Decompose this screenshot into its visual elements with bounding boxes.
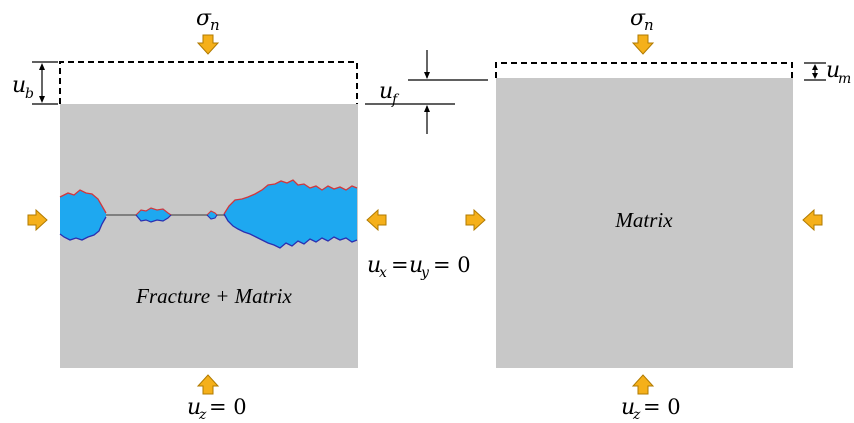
- fracture-blob-left: [60, 190, 106, 240]
- uf-bottom-arrowhead: [424, 105, 430, 112]
- lateral-bc-rhs: = 0: [433, 253, 471, 277]
- left-ub-arrowhead-up: [39, 63, 45, 70]
- right-block-right-arrow-icon: [802, 209, 823, 231]
- left-sigma-subscript: n: [210, 16, 220, 34]
- fracture-blob-middle: [136, 208, 171, 222]
- middle-annotations: u f u x = u y = 0: [365, 50, 488, 281]
- uf-label: u: [379, 79, 393, 104]
- left-ub-label: u: [12, 73, 26, 98]
- left-sigma-label: σ: [196, 6, 212, 31]
- right-sigma-subscript: n: [644, 16, 654, 34]
- right-sigma-label: σ: [630, 6, 646, 31]
- right-um-arrowhead-down: [812, 73, 818, 79]
- right-um-arrowhead-up: [812, 64, 818, 70]
- right-bottom-bc-rhs: = 0: [643, 395, 681, 419]
- right-block: [496, 78, 793, 368]
- left-block-right-arrow-icon: [366, 209, 387, 231]
- lateral-bc-sub2: y: [420, 265, 430, 281]
- uf-top-arrowhead: [424, 72, 430, 79]
- lateral-bc-sub1: x: [379, 265, 387, 281]
- right-top-load-arrow-icon: [632, 34, 654, 55]
- fracture-blob-middle-bottom-edge: [135, 214, 172, 223]
- fracture-blob-small-bottom-edge: [206, 214, 218, 220]
- right-bottom-arrow-icon: [632, 374, 654, 395]
- left-ub-arrowhead-down: [39, 96, 45, 103]
- left-block-left-arrow-icon: [27, 209, 48, 231]
- right-bottom-bc-subscript: z: [632, 407, 641, 423]
- fracture-blob-small-top-edge: [206, 210, 218, 216]
- fracture-blob-left-bottom-edge: [59, 216, 107, 241]
- right-block-left-arrow-icon: [465, 209, 486, 231]
- left-bottom-bc-rhs: = 0: [209, 395, 247, 419]
- fracture-aperture: [59, 179, 358, 249]
- fracture-blob-right: [224, 180, 357, 248]
- fracture-blob-middle-top-edge: [135, 207, 172, 216]
- fracture-blob-right-bottom-edge: [223, 213, 358, 249]
- left-original-boundary: [59, 61, 358, 104]
- left-region-label: Fracture + Matrix: [135, 284, 292, 308]
- right-panel: σ n u m Matrix u z = 0: [465, 6, 851, 423]
- lateral-bc-eq: =: [391, 253, 409, 277]
- uf-subscript: f: [391, 92, 400, 108]
- lateral-bc-u1: u: [367, 253, 381, 278]
- left-ub-subscript: b: [25, 86, 34, 102]
- left-bottom-bc-var: u: [187, 395, 201, 420]
- right-bottom-bc-var: u: [621, 395, 635, 420]
- left-bottom-arrow-icon: [197, 374, 219, 395]
- fracture-blob-right-top-edge: [223, 179, 358, 215]
- right-region-label: Matrix: [614, 208, 673, 232]
- right-um-subscript: m: [838, 71, 851, 87]
- right-original-boundary: [495, 62, 793, 78]
- left-top-load-arrow-icon: [197, 34, 219, 55]
- left-bottom-bc-subscript: z: [198, 407, 207, 423]
- left-panel: σ n u b: [12, 6, 387, 423]
- lateral-bc-u2: u: [409, 253, 423, 278]
- fracture-blob-left-top-edge: [59, 189, 107, 214]
- right-um-label: u: [826, 58, 840, 83]
